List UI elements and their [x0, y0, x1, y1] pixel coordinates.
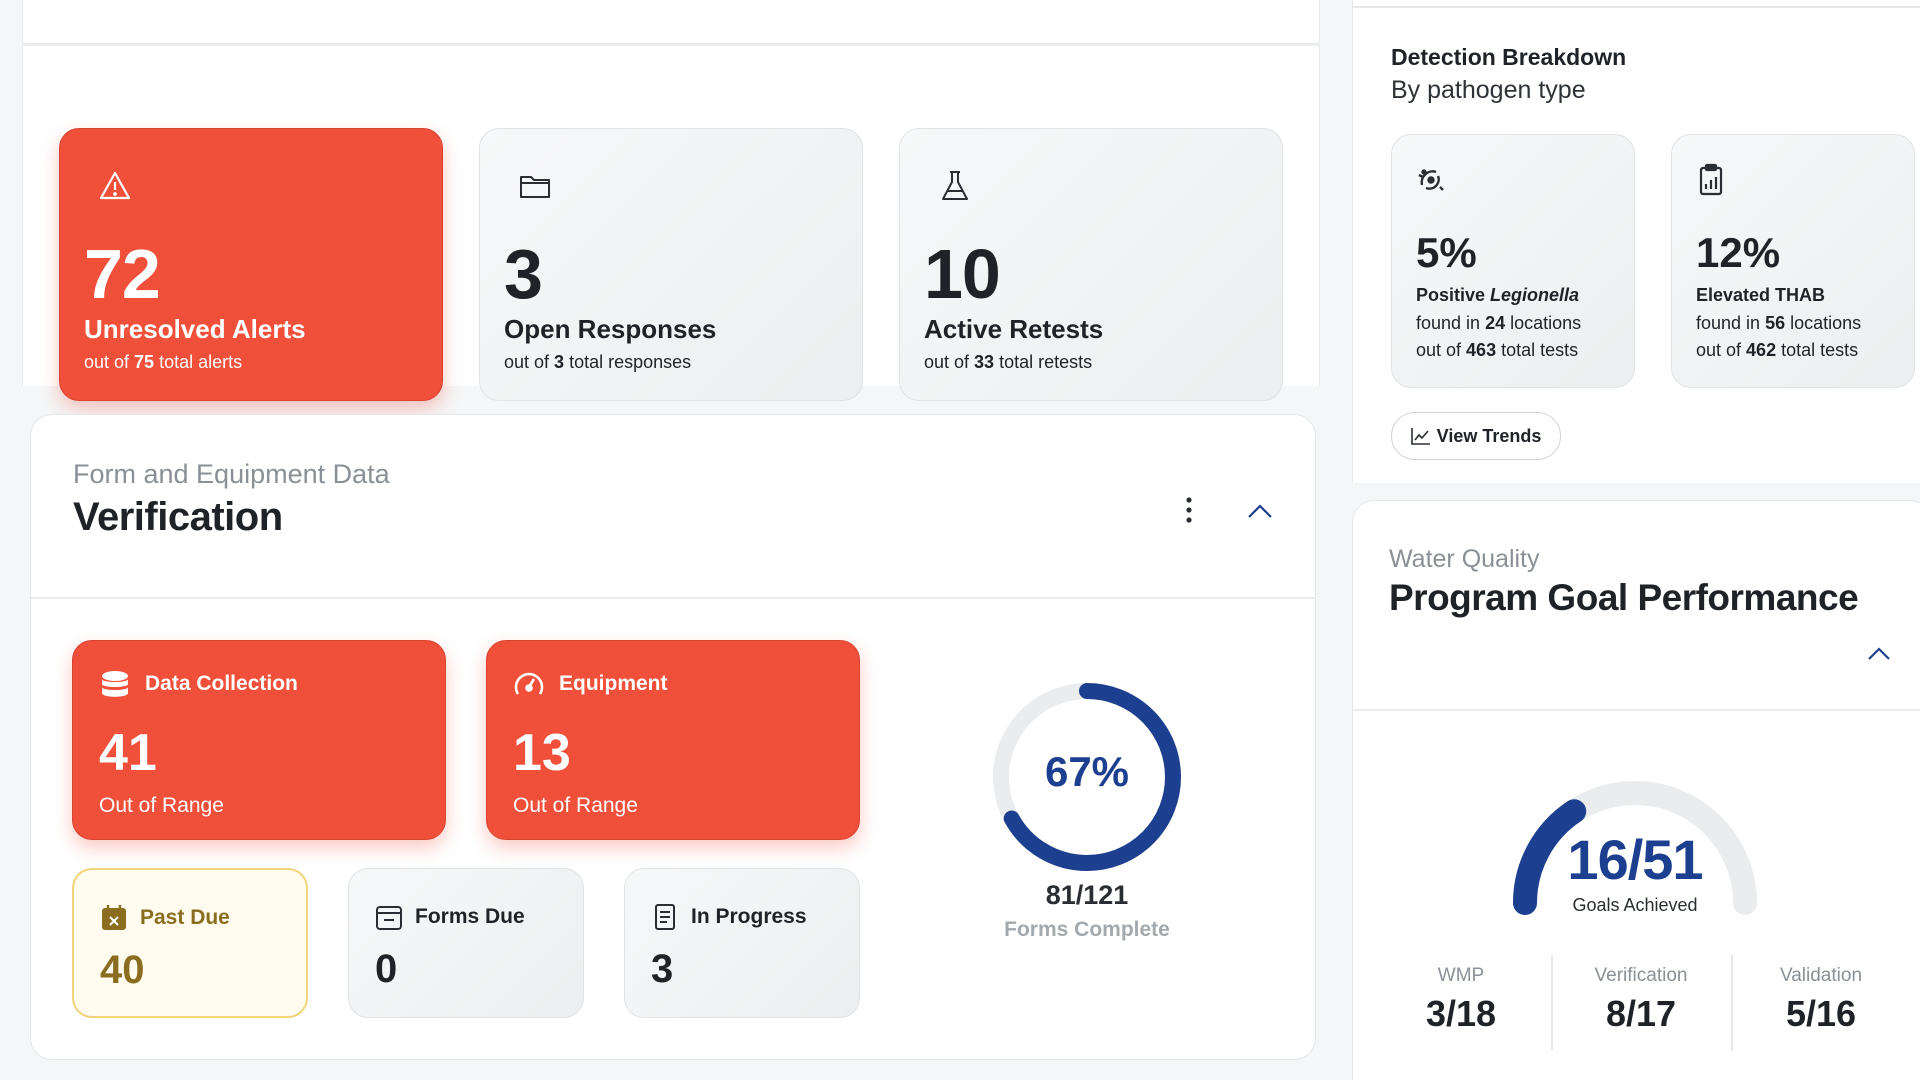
open-responses-sub: out of 3 total responses: [504, 352, 692, 372]
thab-card[interactable]: 12% Elevated THAB found in 56 locations …: [1671, 134, 1915, 388]
open-responses-card[interactable]: 3 Open Responses out of 3 total response…: [479, 128, 863, 401]
metric-wmp-value: 3/18: [1425, 993, 1497, 1034]
open-responses-count: 3: [504, 235, 543, 313]
document-icon: [655, 904, 675, 930]
legionella-locations: found in 24 locations: [1416, 313, 1582, 333]
unresolved-alerts-sub: out of 75 total alerts: [84, 352, 243, 372]
metric-separator: [1731, 955, 1733, 1051]
program-goal-eyebrow: Water Quality: [1389, 545, 1540, 573]
bacteria-icon: [1418, 169, 1444, 191]
database-icon: [102, 671, 128, 697]
forms-due-tile[interactable]: Forms Due 0: [348, 868, 584, 1018]
gauge-icon: [514, 672, 544, 695]
active-retests-sub: out of 33 total retests: [924, 352, 1093, 372]
forms-due-value: 0: [375, 947, 398, 991]
program-goal-title: Program Goal Performance: [1389, 577, 1859, 618]
verification-divider: [31, 597, 1315, 599]
past-due-value: 40: [100, 948, 145, 992]
metric-validation-value: 5/16: [1785, 993, 1857, 1034]
equipment-tile[interactable]: Equipment 13 Out of Range: [486, 640, 860, 840]
forms-complete-fraction: 81/121: [1045, 880, 1129, 910]
thab-label: Elevated THAB: [1696, 285, 1826, 305]
metric-validation-label: Validation: [1779, 965, 1863, 986]
in-progress-tile[interactable]: In Progress 3: [624, 868, 860, 1018]
collapse-chevron-icon[interactable]: [1245, 499, 1275, 523]
metric-verification-value: 8/17: [1605, 993, 1677, 1034]
legionella-tests: out of 463 total tests: [1416, 340, 1579, 360]
open-responses-label: Open Responses: [504, 314, 717, 344]
detection-top-divider: [1353, 6, 1920, 8]
flask-icon: [942, 171, 968, 200]
clipboard-chart-icon: [1699, 163, 1723, 196]
past-due-heading: Past Due: [140, 906, 230, 929]
data-collection-sub: Out of Range: [99, 794, 224, 817]
forms-complete-arc: [993, 683, 1181, 871]
active-retests-label: Active Retests: [924, 314, 1104, 344]
thab-tests: out of 462 total tests: [1696, 340, 1859, 360]
collapse-chevron-icon[interactable]: [1865, 643, 1893, 665]
calendar-x-icon: [102, 905, 126, 930]
goals-achieved-value: 16/51: [1567, 828, 1703, 891]
active-retests-card[interactable]: 10 Active Retests out of 33 total retest…: [899, 128, 1283, 401]
data-collection-value: 41: [99, 724, 157, 782]
legionella-percent: 5%: [1416, 229, 1477, 276]
folder-icon: [520, 176, 550, 198]
equipment-value: 13: [513, 724, 571, 782]
view-trends-label: View Trends: [1436, 425, 1542, 446]
equipment-heading: Equipment: [559, 672, 668, 695]
unresolved-alerts-label: Unresolved Alerts: [84, 314, 306, 344]
calendar-minus-icon: [376, 906, 402, 930]
forms-complete-caption: Forms Complete: [1004, 918, 1170, 941]
metric-wmp-label: WMP: [1437, 965, 1485, 986]
metric-validation: Validation 5/16: [1731, 965, 1911, 1035]
trend-chart-icon: [1410, 428, 1430, 445]
thab-percent: 12%: [1696, 229, 1781, 276]
legionella-label: Positive Legionella: [1416, 285, 1580, 305]
goals-gauge: [1513, 781, 1757, 915]
metric-separator: [1551, 955, 1553, 1051]
forms-complete-donut: [993, 683, 1181, 871]
goals-achieved-caption: Goals Achieved: [1572, 895, 1698, 915]
in-progress-value: 3: [651, 947, 674, 991]
top-strip-panel: [22, 0, 1320, 44]
program-goal-divider: [1353, 709, 1920, 711]
detection-breakdown-panel: Detection Breakdown By pathogen type 5% …: [1352, 0, 1920, 483]
detection-title: Detection Breakdown: [1391, 44, 1627, 70]
metric-verification: Verification 8/17: [1551, 965, 1731, 1035]
past-due-tile[interactable]: Past Due 40: [72, 868, 308, 1018]
more-options-icon[interactable]: [1179, 495, 1199, 525]
forms-complete-percent: 67%: [1044, 748, 1130, 795]
data-collection-tile[interactable]: Data Collection 41 Out of Range: [72, 640, 446, 840]
goals-gauge-arc: [1513, 799, 1587, 915]
forms-due-heading: Forms Due: [415, 905, 525, 928]
detection-subtitle: By pathogen type: [1391, 76, 1586, 104]
view-trends-button[interactable]: View Trends: [1391, 412, 1561, 460]
metric-verification-label: Verification: [1594, 965, 1688, 986]
active-retests-count: 10: [924, 235, 1001, 313]
equipment-sub: Out of Range: [513, 794, 638, 817]
unresolved-alerts-card[interactable]: 72 Unresolved Alerts out of 75 total ale…: [59, 128, 443, 401]
thab-locations: found in 56 locations: [1696, 313, 1862, 333]
metric-wmp: WMP 3/18: [1371, 965, 1551, 1035]
program-goal-panel: Water Quality Program Goal Performance 1…: [1352, 500, 1920, 1080]
alerts-summary-panel: 72 Unresolved Alerts out of 75 total ale…: [22, 44, 1320, 401]
verification-eyebrow: Form and Equipment Data: [73, 459, 390, 489]
verification-title: Verification: [73, 495, 283, 539]
in-progress-heading: In Progress: [691, 905, 807, 928]
warning-icon: [99, 171, 131, 200]
data-collection-heading: Data Collection: [145, 672, 298, 695]
legionella-card[interactable]: 5% Positive Legionella found in 24 locat…: [1391, 134, 1635, 388]
unresolved-alerts-count: 72: [84, 235, 161, 313]
